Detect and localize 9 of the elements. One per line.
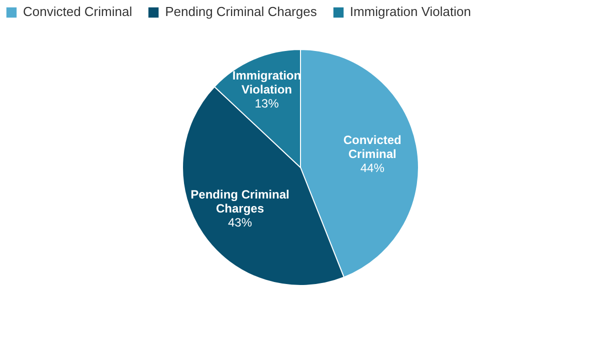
data-label: 43% <box>228 216 252 230</box>
legend-label: Immigration Violation <box>350 4 471 19</box>
slice-label: Convicted Criminal <box>343 132 402 161</box>
data-label: 44% <box>360 160 385 175</box>
slice-label: Pending Criminal Charges <box>190 188 290 216</box>
legend-label: Pending Criminal Charges <box>165 4 317 19</box>
slice-label: Immigration Violation <box>232 68 302 97</box>
legend-label: Convicted Criminal <box>23 4 132 19</box>
data-label: 13% <box>254 96 280 111</box>
